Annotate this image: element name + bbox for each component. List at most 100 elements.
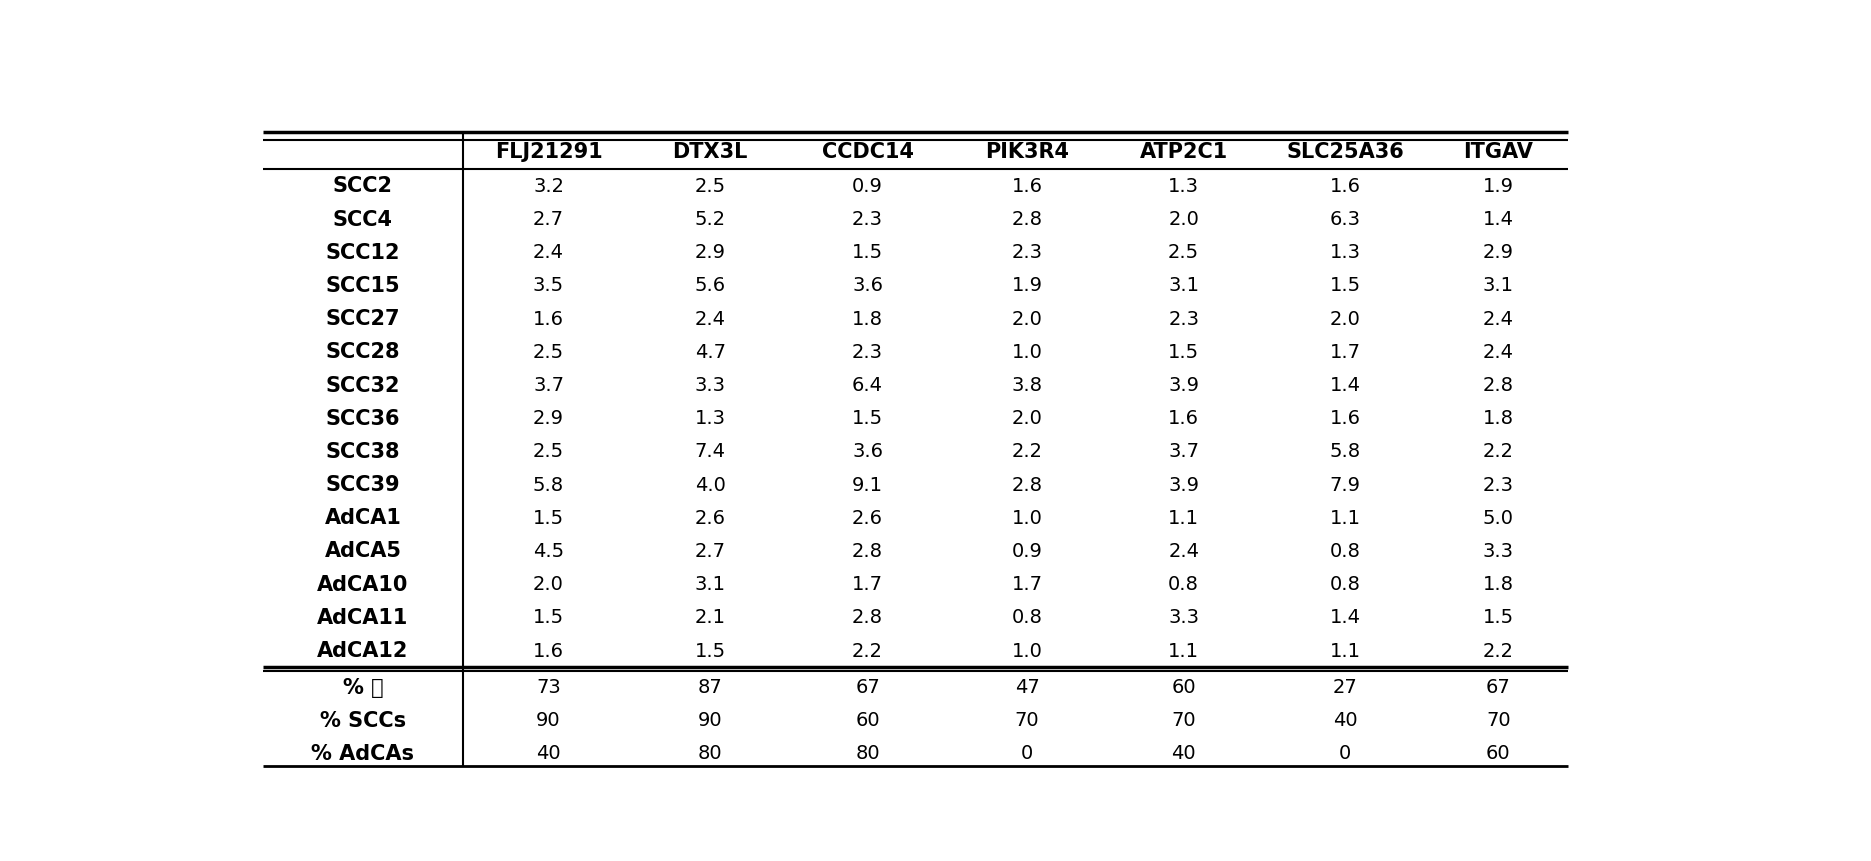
Text: FLJ21291: FLJ21291 (494, 141, 602, 161)
Text: 2.2: 2.2 (1484, 641, 1514, 660)
Text: 2.0: 2.0 (533, 574, 563, 593)
Text: 7.9: 7.9 (1330, 475, 1360, 494)
Text: 1.8: 1.8 (851, 309, 883, 328)
Text: % AdCAs: % AdCAs (311, 743, 415, 763)
Text: 80: 80 (855, 744, 879, 763)
Text: 2.1: 2.1 (694, 608, 726, 627)
Text: 2.9: 2.9 (694, 243, 726, 262)
Text: 2.3: 2.3 (1484, 475, 1514, 494)
Text: AdCA5: AdCA5 (324, 541, 402, 561)
Text: 2.9: 2.9 (1484, 243, 1514, 262)
Text: CCDC14: CCDC14 (821, 141, 913, 161)
Text: 1.6: 1.6 (1330, 177, 1360, 195)
Text: 2.7: 2.7 (694, 542, 726, 561)
Text: 1.1: 1.1 (1330, 508, 1360, 527)
Text: 3.8: 3.8 (1012, 375, 1042, 394)
Text: 1.3: 1.3 (1330, 243, 1360, 262)
Text: 1.8: 1.8 (1484, 574, 1514, 593)
Text: 40: 40 (1332, 710, 1358, 729)
Text: SCC32: SCC32 (326, 375, 400, 395)
Text: 2.5: 2.5 (533, 442, 563, 461)
Text: 60: 60 (855, 710, 879, 729)
Text: 3.9: 3.9 (1168, 475, 1199, 494)
Text: 0: 0 (1022, 744, 1033, 763)
Text: 2.4: 2.4 (1484, 343, 1514, 362)
Text: 90: 90 (698, 710, 722, 729)
Text: 2.8: 2.8 (1484, 375, 1514, 394)
Text: 1.5: 1.5 (533, 608, 563, 627)
Text: 2.8: 2.8 (1012, 210, 1042, 229)
Text: PIK3R4: PIK3R4 (984, 141, 1068, 161)
Text: 2.2: 2.2 (1012, 442, 1042, 461)
Text: 0: 0 (1340, 744, 1351, 763)
Text: 1.4: 1.4 (1330, 608, 1360, 627)
Text: 4.5: 4.5 (533, 542, 563, 561)
Text: 3.7: 3.7 (1168, 442, 1199, 461)
Text: 2.0: 2.0 (1012, 309, 1042, 328)
Text: SCC12: SCC12 (326, 243, 400, 263)
Text: % 癌: % 癌 (342, 677, 384, 697)
Text: SCC2: SCC2 (333, 177, 393, 196)
Text: 3.6: 3.6 (851, 276, 883, 295)
Text: AdCA11: AdCA11 (318, 607, 408, 627)
Text: 2.7: 2.7 (533, 210, 563, 229)
Text: 40: 40 (537, 744, 561, 763)
Text: 0.8: 0.8 (1330, 574, 1360, 593)
Text: 2.3: 2.3 (851, 343, 883, 362)
Text: 2.4: 2.4 (533, 243, 563, 262)
Text: 5.8: 5.8 (533, 475, 563, 494)
Text: 2.5: 2.5 (1168, 243, 1199, 262)
Text: 70: 70 (1014, 710, 1040, 729)
Text: 3.3: 3.3 (1484, 542, 1514, 561)
Text: 1.9: 1.9 (1012, 276, 1042, 295)
Text: SLC25A36: SLC25A36 (1287, 141, 1405, 161)
Text: 1.7: 1.7 (851, 574, 883, 593)
Text: 1.7: 1.7 (1330, 343, 1360, 362)
Text: 2.2: 2.2 (851, 641, 883, 660)
Text: SCC38: SCC38 (326, 442, 400, 461)
Text: 1.4: 1.4 (1484, 210, 1514, 229)
Text: AdCA12: AdCA12 (318, 641, 408, 660)
Text: 1.5: 1.5 (694, 641, 726, 660)
Text: 1.5: 1.5 (1330, 276, 1360, 295)
Text: 3.5: 3.5 (533, 276, 563, 295)
Text: 0.8: 0.8 (1330, 542, 1360, 561)
Text: 3.9: 3.9 (1168, 375, 1199, 394)
Text: 2.6: 2.6 (694, 508, 726, 527)
Text: 47: 47 (1014, 678, 1040, 697)
Text: 6.3: 6.3 (1330, 210, 1360, 229)
Text: 3.2: 3.2 (533, 177, 563, 195)
Text: 2.4: 2.4 (1484, 309, 1514, 328)
Text: 87: 87 (698, 678, 722, 697)
Text: 2.4: 2.4 (1168, 542, 1199, 561)
Text: 70: 70 (1171, 710, 1196, 729)
Text: 3.1: 3.1 (1484, 276, 1514, 295)
Text: 1.9: 1.9 (1484, 177, 1514, 195)
Text: 1.1: 1.1 (1168, 508, 1199, 527)
Text: 0.9: 0.9 (851, 177, 883, 195)
Text: 4.7: 4.7 (694, 343, 726, 362)
Text: 67: 67 (1486, 678, 1510, 697)
Text: 2.5: 2.5 (533, 343, 563, 362)
Text: 67: 67 (855, 678, 879, 697)
Text: AdCA1: AdCA1 (324, 508, 402, 528)
Text: 5.6: 5.6 (694, 276, 726, 295)
Text: % SCCs: % SCCs (320, 709, 406, 730)
Text: SCC28: SCC28 (326, 342, 400, 362)
Text: 3.3: 3.3 (1168, 608, 1199, 627)
Text: SCC15: SCC15 (326, 276, 400, 295)
Text: 0.9: 0.9 (1012, 542, 1042, 561)
Text: SCC4: SCC4 (333, 209, 393, 229)
Text: 2.3: 2.3 (1168, 309, 1199, 328)
Text: 2.8: 2.8 (1012, 475, 1042, 494)
Text: 5.0: 5.0 (1484, 508, 1514, 527)
Text: 1.5: 1.5 (851, 409, 883, 428)
Text: 5.8: 5.8 (1330, 442, 1360, 461)
Text: 2.5: 2.5 (694, 177, 726, 195)
Text: 1.5: 1.5 (1482, 608, 1514, 627)
Text: 1.5: 1.5 (1168, 343, 1199, 362)
Text: 1.1: 1.1 (1330, 641, 1360, 660)
Text: SCC39: SCC39 (326, 474, 400, 494)
Text: 1.3: 1.3 (1168, 177, 1199, 195)
Text: 3.3: 3.3 (694, 375, 726, 394)
